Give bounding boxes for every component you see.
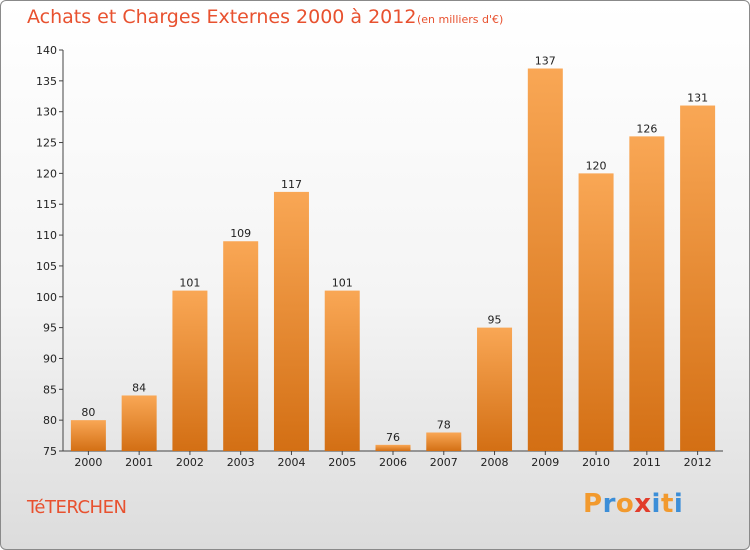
y-tick-label: 95 [43, 322, 57, 335]
y-tick-label: 135 [36, 75, 57, 88]
y-tick-label: 130 [36, 106, 57, 119]
bar-2002 [172, 290, 208, 451]
x-tick-label-2000: 2000 [74, 456, 102, 469]
logo-letter: x [634, 489, 652, 519]
value-label-2002: 101 [179, 277, 200, 290]
logo-letter: i [651, 489, 661, 519]
logo-letter: r [602, 489, 616, 519]
value-label-2006: 76 [386, 431, 400, 444]
y-tick-label: 140 [36, 44, 57, 57]
y-tick-label: 90 [43, 352, 57, 365]
value-label-2010: 120 [586, 159, 607, 172]
y-tick-label: 115 [36, 198, 57, 211]
y-tick-label: 105 [36, 260, 57, 273]
logo-letter: P [583, 489, 603, 519]
bar-2003 [223, 241, 259, 451]
value-label-2000: 80 [81, 406, 95, 419]
proxiti-logo: Proxiti [583, 489, 683, 519]
y-tick-label: 120 [36, 167, 57, 180]
value-label-2003: 109 [230, 227, 251, 240]
x-tick-label-2010: 2010 [582, 456, 610, 469]
bar-2008 [477, 327, 513, 451]
logo-letter: i [673, 489, 684, 519]
bar-2006 [375, 444, 411, 451]
y-tick-label: 125 [36, 137, 57, 150]
y-tick-label: 100 [36, 291, 57, 304]
x-tick-label-2001: 2001 [125, 456, 153, 469]
y-tick-label: 85 [43, 383, 57, 396]
bar-2000 [70, 420, 106, 451]
x-tick-label-2005: 2005 [328, 456, 356, 469]
x-tick-label-2002: 2002 [176, 456, 204, 469]
x-tick-label-2006: 2006 [379, 456, 407, 469]
y-tick-label: 110 [36, 229, 57, 242]
bar-2005 [324, 290, 360, 451]
value-label-2005: 101 [332, 277, 353, 290]
x-tick-label-2004: 2004 [277, 456, 305, 469]
bar-2009 [527, 68, 563, 451]
x-tick-label-2008: 2008 [481, 456, 509, 469]
value-label-2004: 117 [281, 178, 302, 191]
x-tick-label-2007: 2007 [430, 456, 458, 469]
bar-2001 [121, 395, 157, 451]
bar-2011 [629, 136, 665, 451]
x-tick-label-2011: 2011 [633, 456, 661, 469]
bar-2004 [273, 191, 309, 451]
value-label-2008: 95 [488, 314, 502, 327]
x-tick-label-2012: 2012 [684, 456, 712, 469]
value-label-2012: 131 [687, 92, 708, 105]
bar-2010 [578, 173, 614, 451]
commune-name: TéTERCHEN [27, 497, 127, 518]
bar-2007 [426, 432, 462, 451]
logo-letter: t [660, 489, 674, 519]
x-tick-label-2009: 2009 [531, 456, 559, 469]
chart-title: Achats et Charges Externes 2000 à 2012 [27, 6, 417, 28]
value-label-2007: 78 [437, 418, 451, 431]
logo-letter: o [615, 489, 635, 519]
chart-unit: (en milliers d'€) [417, 13, 504, 26]
bar-2012 [680, 105, 716, 452]
value-label-2009: 137 [535, 55, 556, 68]
y-tick-label: 80 [43, 414, 57, 427]
value-label-2011: 126 [636, 122, 657, 135]
x-tick-label-2003: 2003 [227, 456, 255, 469]
value-label-2001: 84 [132, 381, 146, 394]
y-tick-label: 75 [43, 445, 57, 458]
